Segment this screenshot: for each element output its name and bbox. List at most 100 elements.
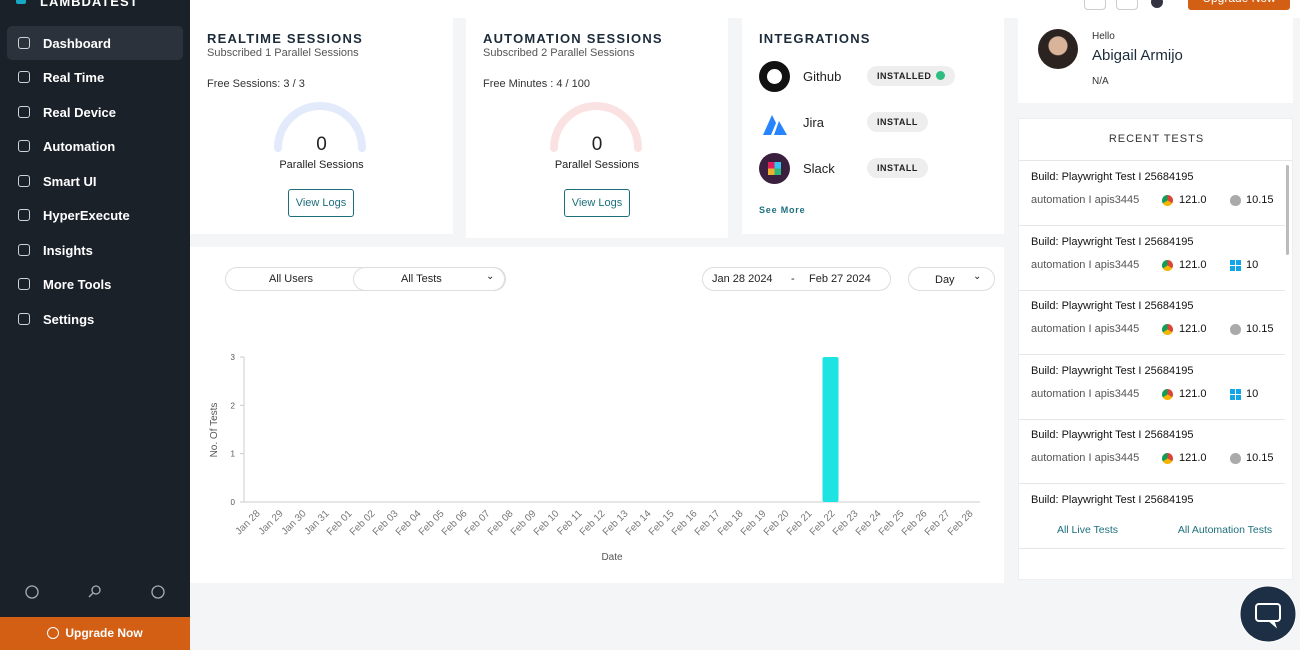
nav-icon [18, 140, 30, 152]
usage: Free Minutes : 4 / 100 [483, 78, 590, 90]
recent-test-item[interactable]: Build: Playwright Test I 25684195 [1019, 484, 1285, 549]
nav-label: Insights [43, 243, 93, 258]
date-from: Jan 28 2024 [712, 273, 773, 285]
view-logs-button[interactable]: View Logs [288, 189, 354, 217]
nav-item[interactable]: Real Device [7, 95, 183, 129]
recent-test-item[interactable]: Build: Playwright Test I 25684195 automat… [1019, 161, 1285, 226]
scrollbar[interactable] [1286, 165, 1289, 255]
nav-icon [18, 209, 30, 221]
gauge [550, 102, 642, 152]
y-tick-label: 3 [231, 353, 236, 362]
recent-test-item[interactable]: Build: Playwright Test I 25684195 automat… [1019, 419, 1285, 485]
chat-icon-tail [1268, 620, 1278, 629]
logo-text: LAMBDATEST [40, 0, 139, 9]
nav-item[interactable]: HyperExecute [7, 198, 183, 232]
gauge-value: 0 [591, 134, 603, 155]
nav-item[interactable]: Settings [7, 302, 183, 336]
test-meta: automation I apis3445 [1031, 323, 1140, 336]
nav-label: Dashboard [43, 36, 111, 51]
sidebar: LAMBDATEST Dashboard Real Time Real Device… [0, 0, 190, 650]
integration-status[interactable]: INSTALL [867, 158, 928, 178]
view-logs-button[interactable]: View Logs [564, 189, 630, 217]
integration-status[interactable]: INSTALL [867, 112, 928, 132]
os-version: 10.15 [1246, 194, 1274, 206]
jira-shape [763, 115, 787, 135]
nav-item[interactable]: Smart UI [7, 164, 183, 198]
nav-icon [18, 278, 30, 290]
search-icon[interactable] [91, 585, 101, 595]
interval-label: Day [935, 274, 955, 286]
os-version: 10 [1246, 258, 1259, 271]
os-icon [1230, 324, 1241, 336]
y-tick-label: 2 [231, 401, 236, 410]
date-range[interactable]: Jan 28 2024 - Feb 27 2024 [702, 267, 891, 291]
chart-card: All Users All Tests ⌄ Jan 28 2024 - Feb 2… [190, 247, 1004, 583]
status-label: INSTALL [877, 163, 918, 173]
chevron: ⌄ [486, 271, 495, 282]
interval-select[interactable]: Day ⌄ [908, 267, 995, 291]
upgrade-button[interactable]: Upgrade Now [0, 617, 190, 650]
see-more-link[interactable]: See More [759, 205, 806, 215]
chat-circle [1239, 585, 1297, 643]
nav-item[interactable]: Automation [7, 129, 183, 163]
profile-card: Hello Abigail Armijo N/A [1018, 18, 1293, 103]
nav-label: Settings [43, 312, 95, 327]
nav-label: More Tools [43, 277, 112, 292]
nav-label: Real Device [43, 105, 116, 120]
nav-item[interactable]: More Tools [7, 267, 183, 301]
chevron: ⌄ [973, 271, 982, 282]
card-title: INTEGRATIONS [759, 31, 871, 46]
y-axis-label: No. Of Tests [209, 403, 220, 458]
status-label: INSTALL [877, 117, 918, 127]
recent-test-item[interactable]: Build: Playwright Test I 25684195 automat… [1019, 290, 1285, 356]
os-version: 10 [1246, 387, 1259, 400]
os-icon [1230, 388, 1241, 400]
nav-item[interactable]: Insights [7, 233, 183, 267]
upgrade-label: Upgrade Now [65, 626, 143, 640]
recent-test-item[interactable]: Build: Playwright Test I 25684195 automat… [1019, 355, 1285, 420]
filter-toggle: All Users All Tests ⌄ [225, 267, 506, 291]
usage: Free Sessions: 3 / 3 [207, 78, 305, 90]
gauge-label: Parallel Sessions [554, 159, 640, 171]
nav-icon [18, 244, 30, 256]
integrations-card: INTEGRATIONS Github INSTALLED Jira INSTALL S… [742, 18, 1004, 234]
divider [1019, 160, 1292, 161]
build-name: Build: Playwright Test I 25684195 [1031, 300, 1194, 313]
browser-version: 121.0 [1179, 387, 1207, 400]
all-automation-tests-link[interactable]: All Automation Tests [1169, 524, 1281, 544]
jira-logo [763, 115, 787, 135]
topbar-button[interactable] [1084, 0, 1106, 10]
automation-card: AUTOMATION SESSIONS Subscribed 2 Paralle… [466, 18, 728, 238]
chrome-icon [1162, 195, 1173, 206]
test-meta: automation I apis3445 [1031, 387, 1140, 400]
topbar-upgrade[interactable]: Upgrade Now [1188, 0, 1290, 10]
integration-icon [759, 61, 790, 92]
x-tick-label: Jan 29 [257, 508, 286, 537]
logo-icon [16, 0, 26, 4]
os-icon [1230, 453, 1241, 465]
integration-status[interactable]: INSTALLED [867, 66, 956, 86]
users-filter[interactable]: All Users [268, 273, 313, 285]
os-icon [1230, 259, 1241, 271]
help-icon[interactable] [25, 585, 39, 599]
browser-version: 121.0 [1179, 323, 1207, 336]
topbar-avatar[interactable] [1151, 0, 1163, 8]
tests-filter[interactable]: All Tests ⌄ [353, 267, 506, 291]
nav-icon [18, 106, 30, 118]
nav-item[interactable]: Real Time [7, 60, 183, 94]
browser-version: 121.0 [1179, 258, 1207, 271]
os-version: 10.15 [1246, 323, 1274, 336]
gauge-arc [274, 102, 366, 152]
recent-test-item[interactable]: Build: Playwright Test I 25684195 automat… [1019, 226, 1285, 291]
all-live-tests-link[interactable]: All Live Tests [1035, 524, 1140, 544]
switch-icon[interactable] [151, 585, 165, 599]
build-name: Build: Playwright Test I 25684195 [1031, 364, 1194, 377]
nav-icon [18, 37, 30, 49]
topbar-button[interactable] [1116, 0, 1138, 10]
x-axis-label: Date [601, 552, 623, 563]
nav-item[interactable]: Dashboard [7, 26, 183, 60]
chat-button[interactable] [1238, 585, 1298, 645]
card-title: REALTIME SESSIONS [207, 31, 363, 46]
x-tick-label: Jan 30 [280, 508, 309, 537]
